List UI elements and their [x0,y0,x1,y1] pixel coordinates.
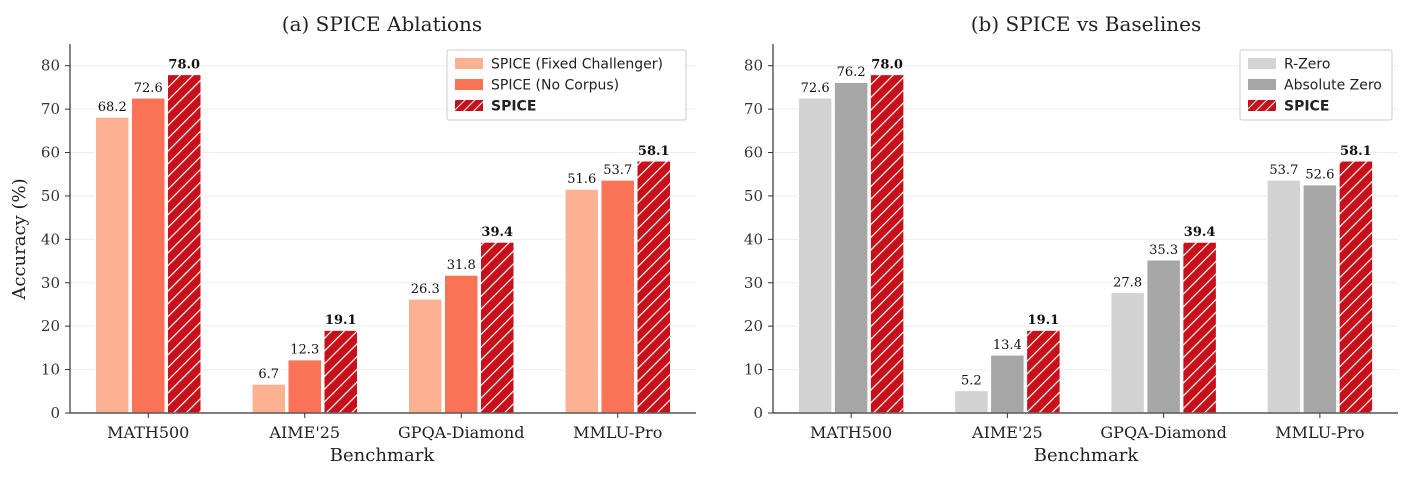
x-axis-label: Benchmark [330,445,436,466]
y-tick-label: 50 [41,187,60,205]
data-label: 58.1 [638,144,670,159]
legend: R-Zero Absolute Zero SPICE [1239,49,1393,121]
data-label: 53.7 [1269,163,1298,178]
y-tick-label: 20 [744,317,763,335]
legend-label: R-Zero [1284,57,1330,73]
data-label: 53.7 [603,163,632,178]
legend-label: Absolute Zero [1284,78,1382,94]
legend-swatch [455,79,483,90]
data-label: 6.7 [258,367,279,382]
y-tick-label: 70 [744,100,763,118]
y-tick-label: 0 [50,404,60,422]
bar [443,274,479,414]
y-axis-label: Accuracy (%) [9,178,30,300]
bar [989,354,1026,414]
x-tick-label: GPQA-Diamond [1100,423,1226,442]
bar [797,97,833,414]
x-tick-label: AIME'25 [268,423,340,442]
data-label: 5.2 [961,373,982,388]
legend-swatch-hatch [455,100,483,111]
y-tick-label: 30 [41,274,60,292]
data-label: 13.4 [993,338,1022,353]
bar [953,389,990,414]
bar-hatch [1182,241,1217,413]
y-tick-label: 20 [41,317,60,335]
bar [407,298,443,414]
data-label: 31.8 [447,258,476,273]
y-tick-label: 0 [753,404,763,422]
bar [1302,183,1338,414]
bar [1145,259,1182,414]
panel-baselines: (b) SPICE vs Baselines Benchmark 72.6 76.… [744,12,1398,466]
data-label: 72.6 [134,81,163,96]
chart-title: (a) SPICE Ablations [282,12,482,36]
bar [287,358,323,414]
legend: SPICE (Fixed Challenger) SPICE (No Corpus… [446,49,687,121]
data-label: 35.3 [1149,243,1178,258]
legend-box [1239,49,1393,121]
bar-hatch [167,74,202,413]
legend-label: SPICE [1284,99,1329,115]
x-tick-label: GPQA-Diamond [398,423,524,442]
legend-label: SPICE [491,99,536,115]
data-label: 19.1 [325,313,357,328]
bar-hatch [636,160,671,413]
panel-ablations: (a) SPICE Ablations Benchmark Accuracy (… [9,12,696,466]
bar [600,179,636,414]
data-label: 26.3 [411,282,440,297]
data-label: 39.4 [1184,225,1216,240]
y-tick-label: 60 [744,144,763,162]
bar [251,383,287,414]
x-tick-label: MMLU-Pro [1275,423,1364,442]
chart-title: (b) SPICE vs Baselines [971,12,1202,36]
data-label: 78.0 [168,57,200,72]
data-label: 19.1 [1028,313,1060,328]
y-tick-label: 10 [744,361,763,379]
bar [1109,291,1146,414]
bar [94,116,130,414]
bar-hatch [870,74,905,413]
legend-swatch [455,58,483,69]
bar [1266,179,1302,414]
data-label: 27.8 [1113,275,1142,290]
data-label: 39.4 [481,225,513,240]
y-tick-label: 60 [41,144,60,162]
x-tick-label: MMLU-Pro [573,423,662,442]
data-label: 51.6 [567,172,596,187]
bar-hatch [480,241,515,413]
data-label: 58.1 [1340,144,1372,159]
y-tick-label: 50 [744,187,763,205]
y-tick-label: 30 [744,274,763,292]
legend-swatch [1248,79,1276,90]
y-tick-label: 70 [41,100,60,118]
bar [564,188,600,414]
data-label: 78.0 [871,57,903,72]
y-tick-label: 80 [744,57,763,75]
y-tick-label: 80 [41,57,60,75]
legend-swatch-hatch [1248,100,1276,111]
legend-box [446,49,687,121]
bar-hatch [323,330,358,413]
y-tick-label: 10 [41,361,60,379]
data-label: 68.2 [98,100,127,115]
x-tick-label: MATH500 [810,423,892,442]
legend-label: SPICE (Fixed Challenger) [491,57,663,73]
legend-label: SPICE (No Corpus) [491,78,619,94]
y-tick-label: 40 [744,230,763,248]
y-tick-label: 40 [41,230,60,248]
x-tick-label: MATH500 [107,423,189,442]
bar-hatch [1338,160,1373,413]
data-label: 52.6 [1305,168,1334,183]
legend-swatch [1248,58,1276,69]
bar [833,81,869,414]
bar-hatch [1026,330,1061,413]
bar [130,97,166,414]
x-tick-label: AIME'25 [971,423,1043,442]
x-axis-label: Benchmark [1034,445,1140,466]
data-label: 72.6 [801,81,830,96]
data-label: 76.2 [837,65,866,80]
data-label: 12.3 [290,343,319,358]
